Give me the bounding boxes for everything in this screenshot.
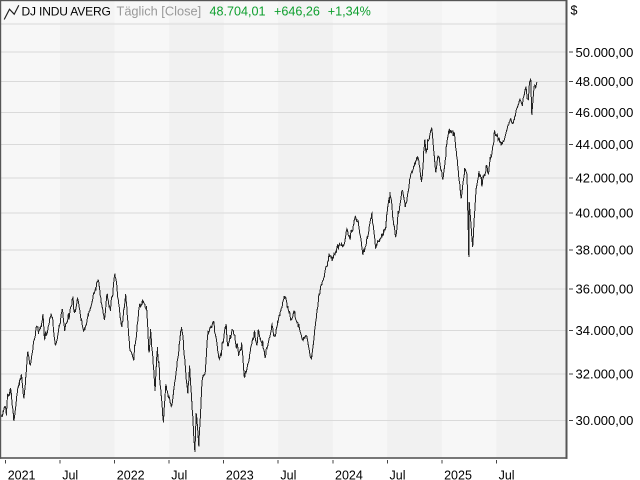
- svg-text:34.000,00: 34.000,00: [576, 323, 634, 338]
- svg-text:+646,26: +646,26: [274, 5, 320, 19]
- svg-text:44.000,00: 44.000,00: [576, 137, 634, 152]
- svg-text:$: $: [571, 4, 578, 18]
- svg-text:Jul: Jul: [390, 469, 406, 480]
- svg-text:Täglich [Close]: Täglich [Close]: [117, 4, 202, 19]
- svg-text:2022: 2022: [117, 469, 145, 480]
- svg-text:50.000,00: 50.000,00: [576, 45, 634, 60]
- svg-text:2021: 2021: [8, 469, 36, 480]
- svg-text:DJ INDU AVERG: DJ INDU AVERG: [22, 5, 111, 19]
- svg-text:Jul: Jul: [62, 469, 78, 480]
- svg-text:2025: 2025: [444, 469, 472, 480]
- svg-text:40.000,00: 40.000,00: [576, 206, 634, 221]
- svg-text:2024: 2024: [335, 469, 363, 480]
- svg-text:Jul: Jul: [280, 469, 296, 480]
- svg-text:48.704,01: 48.704,01: [210, 5, 266, 19]
- svg-text:36.000,00: 36.000,00: [576, 282, 634, 297]
- svg-text:30.000,00: 30.000,00: [576, 413, 634, 428]
- svg-text:38.000,00: 38.000,00: [576, 243, 634, 258]
- svg-text:48.000,00: 48.000,00: [576, 74, 634, 89]
- svg-text:32.000,00: 32.000,00: [576, 367, 634, 382]
- svg-text:46.000,00: 46.000,00: [576, 105, 634, 120]
- svg-text:Jul: Jul: [171, 469, 187, 480]
- svg-text:Jul: Jul: [499, 469, 515, 480]
- svg-text:42.000,00: 42.000,00: [576, 171, 634, 186]
- svg-text:2023: 2023: [226, 469, 254, 480]
- svg-text:+1,34%: +1,34%: [328, 5, 371, 19]
